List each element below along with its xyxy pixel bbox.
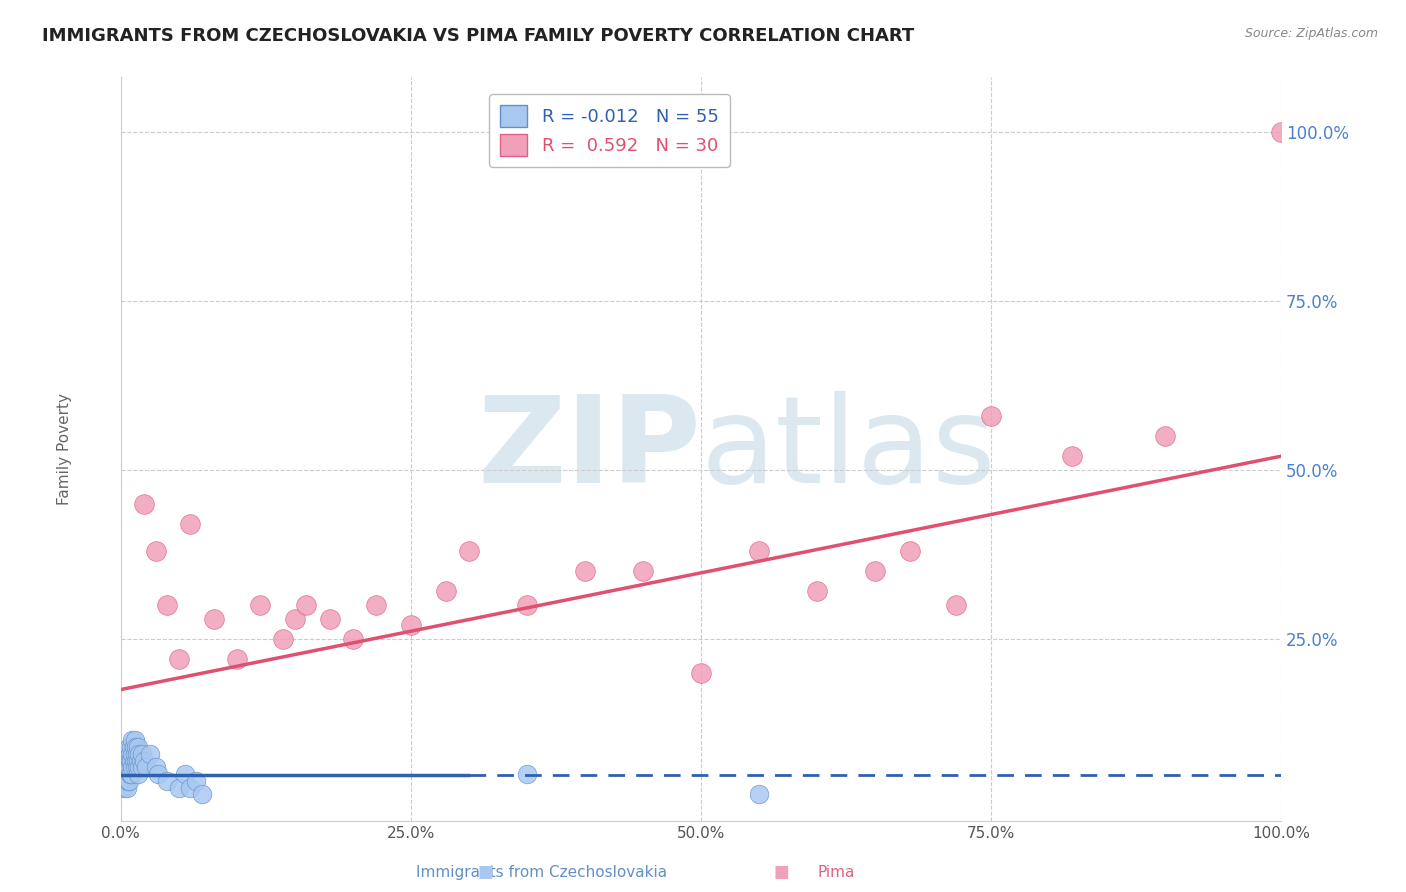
Point bbox=[128, 747, 150, 761]
Text: atlas: atlas bbox=[700, 391, 997, 508]
Point bbox=[748, 788, 770, 802]
Point bbox=[129, 754, 152, 768]
Legend: R = -0.012   N = 55, R =  0.592   N = 30: R = -0.012 N = 55, R = 0.592 N = 30 bbox=[489, 94, 730, 167]
Point bbox=[120, 754, 142, 768]
Point bbox=[122, 740, 145, 755]
Text: IMMIGRANTS FROM CZECHOSLOVAKIA VS PIMA FAMILY POVERTY CORRELATION CHART: IMMIGRANTS FROM CZECHOSLOVAKIA VS PIMA F… bbox=[42, 27, 914, 45]
Point bbox=[574, 564, 596, 578]
Point bbox=[118, 740, 141, 755]
Point bbox=[127, 767, 149, 781]
Point bbox=[898, 544, 921, 558]
Point bbox=[1154, 429, 1177, 443]
Point bbox=[120, 767, 142, 781]
Point bbox=[295, 598, 318, 612]
Point bbox=[806, 584, 828, 599]
Point bbox=[125, 760, 148, 774]
Point bbox=[124, 733, 146, 747]
Point bbox=[516, 598, 538, 612]
Point bbox=[121, 760, 143, 774]
Point bbox=[225, 652, 247, 666]
Point bbox=[121, 733, 143, 747]
Point bbox=[980, 409, 1002, 423]
Point bbox=[139, 747, 162, 761]
Point bbox=[457, 544, 479, 558]
Point bbox=[689, 665, 711, 680]
Point bbox=[115, 754, 138, 768]
Point bbox=[145, 544, 167, 558]
Point bbox=[132, 497, 155, 511]
Point bbox=[179, 780, 201, 795]
Point bbox=[127, 754, 149, 768]
Point bbox=[167, 780, 190, 795]
Text: Pima: Pima bbox=[818, 865, 855, 880]
Point bbox=[127, 740, 149, 755]
Point bbox=[1062, 449, 1084, 463]
Text: Source: ZipAtlas.com: Source: ZipAtlas.com bbox=[1244, 27, 1378, 40]
Point bbox=[249, 598, 271, 612]
Point bbox=[122, 754, 145, 768]
Point bbox=[179, 516, 201, 531]
Point bbox=[156, 598, 179, 612]
Point bbox=[399, 618, 422, 632]
Point bbox=[117, 773, 139, 788]
Point bbox=[120, 754, 142, 768]
Point bbox=[114, 760, 136, 774]
Point bbox=[186, 773, 208, 788]
Point bbox=[145, 760, 167, 774]
Point bbox=[125, 740, 148, 755]
Point bbox=[120, 740, 142, 755]
Point bbox=[118, 754, 141, 768]
Text: ■: ■ bbox=[477, 863, 494, 881]
Point bbox=[271, 632, 294, 646]
Point bbox=[132, 754, 155, 768]
Point bbox=[173, 767, 195, 781]
Point bbox=[318, 611, 340, 625]
Point bbox=[112, 767, 135, 781]
Point bbox=[135, 760, 157, 774]
Point bbox=[115, 767, 138, 781]
Text: ZIP: ZIP bbox=[477, 391, 700, 508]
Point bbox=[631, 564, 654, 578]
Point bbox=[117, 747, 139, 761]
Point bbox=[945, 598, 967, 612]
Point bbox=[342, 632, 364, 646]
Point bbox=[516, 767, 538, 781]
Y-axis label: Family Poverty: Family Poverty bbox=[58, 393, 72, 506]
Point bbox=[124, 760, 146, 774]
Point bbox=[284, 611, 307, 625]
Point bbox=[156, 773, 179, 788]
Point bbox=[118, 773, 141, 788]
Point bbox=[167, 652, 190, 666]
Point bbox=[191, 788, 214, 802]
Point bbox=[112, 773, 135, 788]
Text: ■: ■ bbox=[773, 863, 790, 881]
Point bbox=[863, 564, 886, 578]
Point bbox=[146, 767, 169, 781]
Point bbox=[131, 760, 153, 774]
Point bbox=[115, 760, 138, 774]
Point bbox=[125, 754, 148, 768]
Point bbox=[1270, 124, 1292, 138]
Point bbox=[434, 584, 457, 599]
Point bbox=[748, 544, 770, 558]
Point bbox=[121, 747, 143, 761]
Point bbox=[120, 747, 142, 761]
Point bbox=[115, 780, 138, 795]
Point bbox=[125, 747, 148, 761]
Point bbox=[124, 747, 146, 761]
Point bbox=[112, 780, 135, 795]
Text: Immigrants from Czechoslovakia: Immigrants from Czechoslovakia bbox=[416, 865, 666, 880]
Point bbox=[202, 611, 225, 625]
Point bbox=[117, 760, 139, 774]
Point bbox=[128, 760, 150, 774]
Point bbox=[364, 598, 387, 612]
Point bbox=[118, 760, 141, 774]
Point bbox=[114, 773, 136, 788]
Point bbox=[120, 767, 142, 781]
Point bbox=[131, 747, 153, 761]
